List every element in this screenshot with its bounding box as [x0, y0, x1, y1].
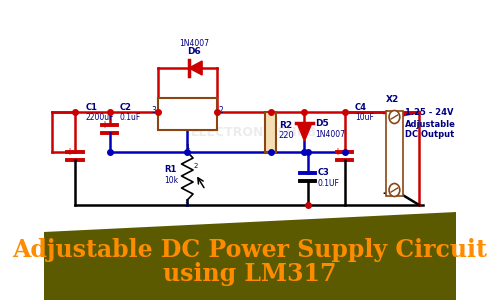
Text: 2: 2 [218, 106, 224, 115]
Polygon shape [297, 123, 312, 141]
Text: D5: D5 [315, 119, 329, 128]
Text: U1: U1 [180, 101, 194, 110]
Text: C2: C2 [120, 103, 132, 112]
Bar [386, 111, 402, 196]
Text: C4: C4 [355, 103, 367, 112]
Circle shape [389, 110, 400, 124]
Text: Adjustable: Adjustable [405, 120, 456, 129]
Text: Adjustable DC Power Supply Circuit: Adjustable DC Power Supply Circuit [12, 238, 488, 262]
Text: 10k: 10k [164, 176, 178, 185]
Text: D6: D6 [187, 47, 201, 56]
Text: +: + [100, 120, 108, 130]
Text: C1: C1 [86, 103, 98, 112]
Text: +: + [65, 147, 73, 157]
Text: 1.25 - 24V: 1.25 - 24V [405, 108, 454, 117]
Text: R2: R2 [279, 121, 292, 130]
Text: 3: 3 [185, 202, 190, 208]
Text: R1: R1 [164, 165, 176, 174]
Text: 1N4007: 1N4007 [315, 130, 345, 139]
Text: IN: IN [164, 106, 173, 115]
Bar [158, 98, 217, 130]
Text: X2: X2 [386, 95, 400, 104]
Text: DC Output: DC Output [405, 130, 454, 139]
Text: +: + [382, 109, 392, 119]
Text: 0.1UF: 0.1UF [318, 179, 340, 188]
Text: OUT: OUT [196, 106, 214, 115]
Text: +: + [334, 147, 342, 157]
Polygon shape [44, 212, 457, 300]
Text: 220: 220 [279, 131, 294, 140]
Text: 10uF: 10uF [355, 113, 374, 122]
Circle shape [389, 184, 400, 196]
Text: LM317T: LM317T [168, 111, 207, 120]
Text: -: - [382, 187, 387, 200]
Text: 2200uF: 2200uF [86, 113, 115, 122]
Bar [265, 112, 276, 152]
Text: C3: C3 [318, 168, 330, 177]
Text: ADJ: ADJ [178, 117, 196, 126]
Text: 0.1uF: 0.1uF [120, 113, 141, 122]
Text: 3: 3 [152, 106, 156, 115]
Text: using LM317: using LM317 [163, 262, 337, 286]
Text: ELECTRONICSHUB: ELECTRONICSHUB [191, 125, 317, 139]
Text: 1: 1 [185, 144, 190, 150]
Text: 1N4007: 1N4007 [179, 39, 209, 48]
Text: 2: 2 [194, 163, 198, 169]
Polygon shape [189, 61, 202, 75]
